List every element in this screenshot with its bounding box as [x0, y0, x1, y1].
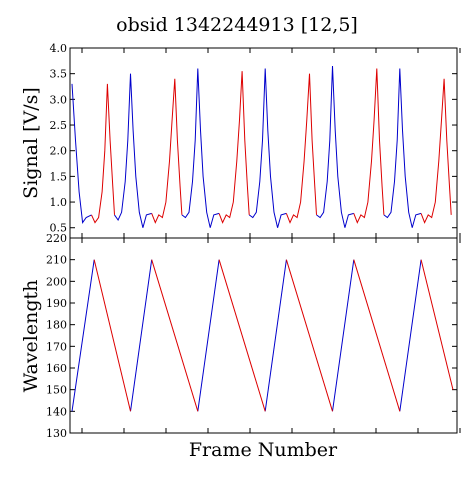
wavelength-y-tick-label: 150	[46, 384, 67, 397]
signal-series-blue-segment	[181, 68, 220, 228]
signal-panel: 0.5 1.0 1.5 2.0 2.5 3.0 3.5 4.0 Signal [V/s]	[20, 42, 458, 239]
wavelength-series-blue-segment	[71, 259, 95, 412]
signal-series-red-segment	[285, 73, 317, 224]
wavelength-series-blue-segment	[332, 259, 355, 412]
signal-y-tick-label: 2.5	[50, 119, 68, 132]
signal-y-axis-label: Signal [V/s]	[20, 87, 42, 199]
wavelength-y-tick-label: 200	[46, 275, 67, 288]
signal-y-tick-label: 1.0	[50, 196, 68, 209]
wavelength-y-tick-label: 220	[46, 232, 67, 245]
signal-series-blue-segment	[248, 68, 287, 228]
signal-series-blue-segment	[71, 83, 92, 224]
signal-series-red-segment	[420, 78, 452, 224]
signal-y-tick-label: 1.5	[50, 170, 68, 183]
signal-y-tick-label: 0.5	[50, 222, 68, 235]
signal-series-red-segment	[91, 83, 115, 224]
wavelength-series-blue-segment	[130, 259, 153, 412]
wavelength-y-axis-label: Wavelength	[20, 280, 42, 393]
wavelength-series-red-segment	[218, 259, 266, 412]
signal-series-red-segment	[218, 71, 250, 224]
signal-series-blue-segment	[383, 68, 422, 228]
wavelength-series-blue-segment	[197, 259, 220, 412]
wavelength-y-tick-label: 130	[46, 427, 67, 440]
signal-y-ticks: 0.5 1.0 1.5 2.0 2.5 3.0 3.5 4.0	[50, 42, 457, 235]
wavelength-series	[71, 259, 454, 412]
frame-x-ticks	[81, 48, 461, 433]
signal-y-tick-label: 3.0	[50, 93, 68, 106]
chart-title: obsid 1342244913 [12,5]	[116, 14, 358, 36]
wavelength-y-tick-label: 190	[46, 297, 67, 310]
wavelength-series-red-segment	[93, 259, 131, 412]
wavelength-series-blue-segment	[264, 259, 287, 412]
signal-y-tick-label: 4.0	[50, 42, 68, 55]
wavelength-series-blue-segment	[399, 259, 422, 412]
signal-y-tick-label: 3.5	[50, 68, 68, 81]
signal-series	[71, 65, 452, 228]
wavelength-y-tick-label: 160	[46, 362, 67, 375]
signal-series-red-segment	[151, 78, 183, 224]
signal-series-blue-segment	[316, 65, 354, 228]
wavelength-panel: 130 140 150 160 170 180 190 200 210 220 Wavelengt…	[20, 48, 461, 461]
wavelength-y-tick-label: 170	[46, 340, 67, 353]
signal-y-tick-label: 2.0	[50, 145, 68, 158]
wavelength-y-tick-label: 180	[46, 319, 67, 332]
signal-series-red-segment	[353, 68, 385, 224]
wavelength-series-red-segment	[151, 259, 199, 412]
wavelength-series-red-segment	[285, 259, 333, 412]
wavelength-y-tick-label: 140	[46, 405, 67, 418]
wavelength-plot-frame	[69, 237, 458, 434]
wavelength-series-red-segment	[420, 259, 454, 390]
wavelength-y-ticks: 130 140 150 160 170 180 190 200 210 220	[46, 232, 457, 440]
wavelength-series-red-segment	[353, 259, 401, 412]
wavelength-y-tick-label: 210	[46, 254, 67, 267]
signal-series-blue-segment	[114, 73, 152, 228]
x-axis-label: Frame Number	[189, 439, 338, 461]
